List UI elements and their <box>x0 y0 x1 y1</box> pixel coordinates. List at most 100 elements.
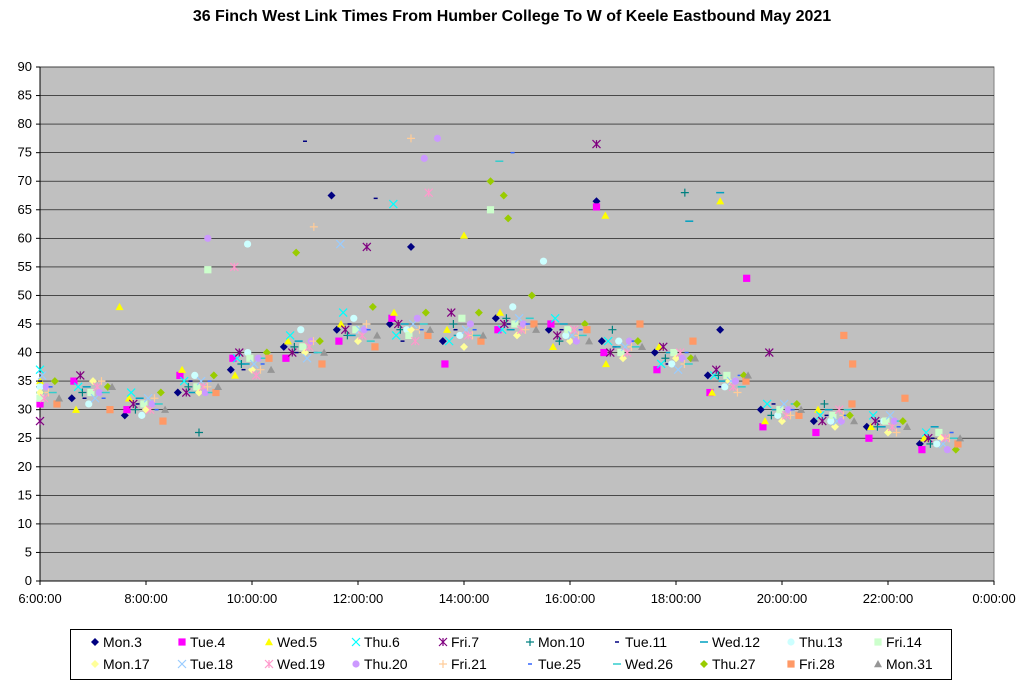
data-point <box>764 348 774 357</box>
data-point <box>761 417 770 425</box>
legend-marker-icon <box>439 660 447 668</box>
data-point <box>36 383 44 391</box>
data-point <box>544 325 553 334</box>
data-point <box>438 637 448 647</box>
data-point <box>282 354 290 362</box>
data-point <box>35 365 45 375</box>
data-point <box>35 416 45 426</box>
data-point <box>466 320 474 328</box>
data-point <box>91 638 99 646</box>
data-point <box>580 320 589 328</box>
data-point <box>39 393 49 403</box>
legend-label: Fri.21 <box>451 656 487 672</box>
data-point <box>131 405 140 414</box>
data-point <box>388 314 396 322</box>
data-point <box>89 377 97 386</box>
data-point <box>413 314 421 322</box>
legend-label: Thu.20 <box>364 656 408 672</box>
data-point <box>214 382 223 391</box>
data-point <box>708 388 717 396</box>
data-point <box>926 439 935 448</box>
data-point <box>882 417 890 425</box>
data-point <box>840 331 848 340</box>
y-tick-label: 70 <box>18 173 32 188</box>
data-point <box>85 400 93 408</box>
series-thu-6 <box>35 199 931 437</box>
data-point <box>827 417 835 425</box>
data-point <box>564 326 572 334</box>
legend-marker-icon <box>178 638 186 646</box>
data-point <box>95 388 103 397</box>
data-point <box>177 659 187 669</box>
data-point <box>320 348 329 356</box>
legend-marker-icon <box>352 660 360 668</box>
data-point <box>449 320 458 328</box>
data-point <box>36 394 44 402</box>
data-point <box>173 388 182 397</box>
data-point <box>195 428 203 437</box>
legend-label: Mon.17 <box>103 656 150 672</box>
data-point <box>725 377 733 386</box>
data-point <box>420 154 428 162</box>
legend-marker-icon <box>264 659 274 669</box>
data-point <box>159 417 167 425</box>
data-point <box>668 360 676 368</box>
data-point <box>204 266 212 274</box>
data-point <box>486 177 495 186</box>
data-point <box>302 353 312 363</box>
data-point <box>940 433 950 443</box>
x-tick-label: 18:00:00 <box>651 591 702 606</box>
legend-item: Wed.12 <box>698 634 760 650</box>
data-point <box>315 337 324 346</box>
data-point <box>874 638 882 646</box>
data-point <box>601 211 610 219</box>
data-point <box>600 348 608 357</box>
data-point <box>943 446 951 454</box>
data-point <box>229 354 237 362</box>
data-point <box>373 331 382 339</box>
data-point <box>371 343 379 351</box>
legend-marker-icon <box>528 663 532 665</box>
data-point <box>661 354 670 363</box>
x-tick-label: 8:00:00 <box>124 591 167 606</box>
data-point <box>834 405 844 415</box>
data-point <box>424 188 434 198</box>
data-point <box>532 325 541 333</box>
legend-marker-icon <box>438 637 448 647</box>
legend-label: Thu.13 <box>799 634 843 650</box>
data-point <box>264 659 274 669</box>
data-point <box>633 337 642 346</box>
legend-item: Mon.10 <box>524 634 585 650</box>
data-point <box>299 343 307 351</box>
legend-item: Wed.26 <box>611 656 673 672</box>
data-point <box>265 638 273 646</box>
y-tick-label: 5 <box>25 544 32 559</box>
data-point <box>585 337 594 345</box>
data-point <box>265 354 273 362</box>
data-point <box>474 308 483 317</box>
y-tick-label: 50 <box>18 287 32 302</box>
data-point <box>602 359 611 368</box>
data-point <box>338 308 348 318</box>
data-point <box>191 371 199 379</box>
data-point <box>597 337 606 346</box>
data-point <box>446 308 456 318</box>
legend-marker-icon <box>874 638 882 646</box>
legend-item: Tue.18 <box>176 656 233 672</box>
data-point <box>744 371 753 379</box>
y-tick-label: 0 <box>25 573 32 588</box>
legend-item: Thu.20 <box>350 656 408 672</box>
data-point <box>362 320 371 328</box>
data-point <box>229 262 239 272</box>
data-point <box>50 377 59 386</box>
data-point <box>527 291 536 300</box>
data-point <box>352 326 360 334</box>
data-point <box>178 638 186 646</box>
series-fri-28 <box>53 320 962 448</box>
data-point <box>70 377 78 385</box>
data-point <box>658 342 668 352</box>
data-point <box>234 348 244 357</box>
data-point <box>138 411 146 419</box>
legend-item: Fri.14 <box>872 634 922 650</box>
data-point <box>716 325 725 334</box>
